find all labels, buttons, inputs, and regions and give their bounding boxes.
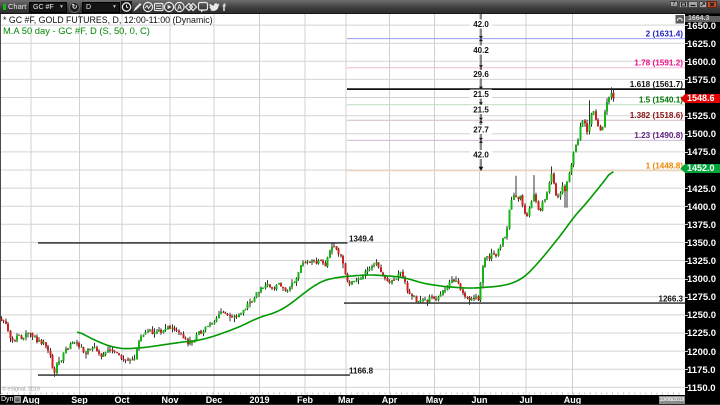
svg-text:1166.8: 1166.8 (349, 367, 374, 376)
svg-text:42.0: 42.0 (473, 20, 489, 29)
svg-text:1349.4: 1349.4 (349, 234, 374, 243)
svg-text:f: f (222, 3, 226, 14)
svg-text:42.0: 42.0 (473, 151, 489, 160)
svg-text:1 (1448.8): 1 (1448.8) (646, 162, 684, 171)
svg-text:27.7: 27.7 (473, 126, 489, 135)
svg-text:1.618 (1561.7): 1.618 (1561.7) (630, 80, 684, 89)
svg-text:1266.3: 1266.3 (659, 295, 684, 304)
svg-text:* GC #F, GOLD FUTURES, D, 12:0: * GC #F, GOLD FUTURES, D, 12:00-11:00 (D… (3, 15, 213, 25)
svg-text:1.78 (1591.2): 1.78 (1591.2) (634, 59, 683, 68)
svg-text:M.A 50 day - GC #F, D (S, 50,: M.A 50 day - GC #F, D (S, 50, 0, C) (3, 25, 150, 36)
svg-text:2 (1631.4): 2 (1631.4) (646, 29, 684, 38)
svg-text:29.6: 29.6 (473, 70, 489, 79)
svg-text:A: A (177, 5, 182, 12)
svg-text:1.382 (1518.6): 1.382 (1518.6) (630, 111, 684, 120)
svg-text:40.2: 40.2 (473, 46, 489, 55)
svg-text:© eSignal, 2019: © eSignal, 2019 (2, 386, 40, 393)
svg-text:1.5 (1540.1): 1.5 (1540.1) (639, 96, 683, 105)
svg-text:1.23 (1490.8): 1.23 (1490.8) (634, 131, 683, 140)
svg-text:21.5: 21.5 (473, 106, 489, 115)
svg-text:21.5: 21.5 (473, 90, 489, 99)
